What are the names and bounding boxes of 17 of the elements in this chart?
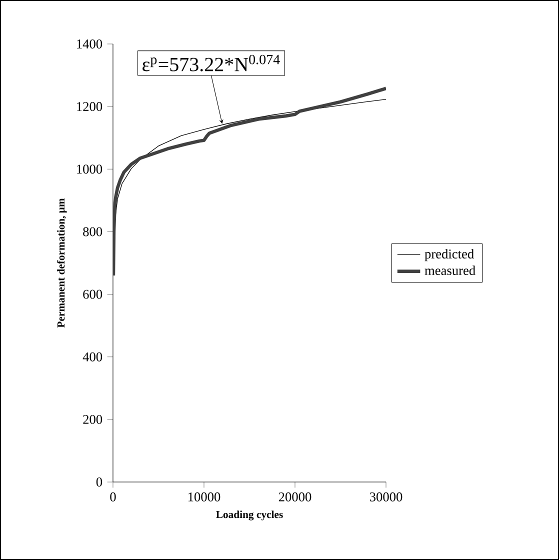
x-tick-label: 0 [110,492,116,502]
y-tick-label: 0 [96,478,102,487]
x-tick-label: 30000 [370,492,402,502]
legend-label: predicted [424,249,474,262]
x-tick-label: 20000 [278,492,312,502]
y-tick-label: 1000 [77,164,102,174]
annotation: ε$^{p}$=573.22*N$^{0.074}$ [142,54,280,72]
x-axis-title: Loading cycles [216,510,283,520]
y-axis-title: Permanent deformation, μm [56,198,67,328]
y-tick-label: 200 [83,414,102,424]
legend-label: measured [424,266,476,276]
y-tick-label: 1400 [77,39,102,48]
y-tick-label: 800 [83,227,102,236]
y-tick-label: 400 [82,352,102,362]
y-tick-label: 600 [83,290,102,299]
y-tick-label: 1200 [77,102,102,112]
x-tick-label: 10000 [188,492,220,502]
